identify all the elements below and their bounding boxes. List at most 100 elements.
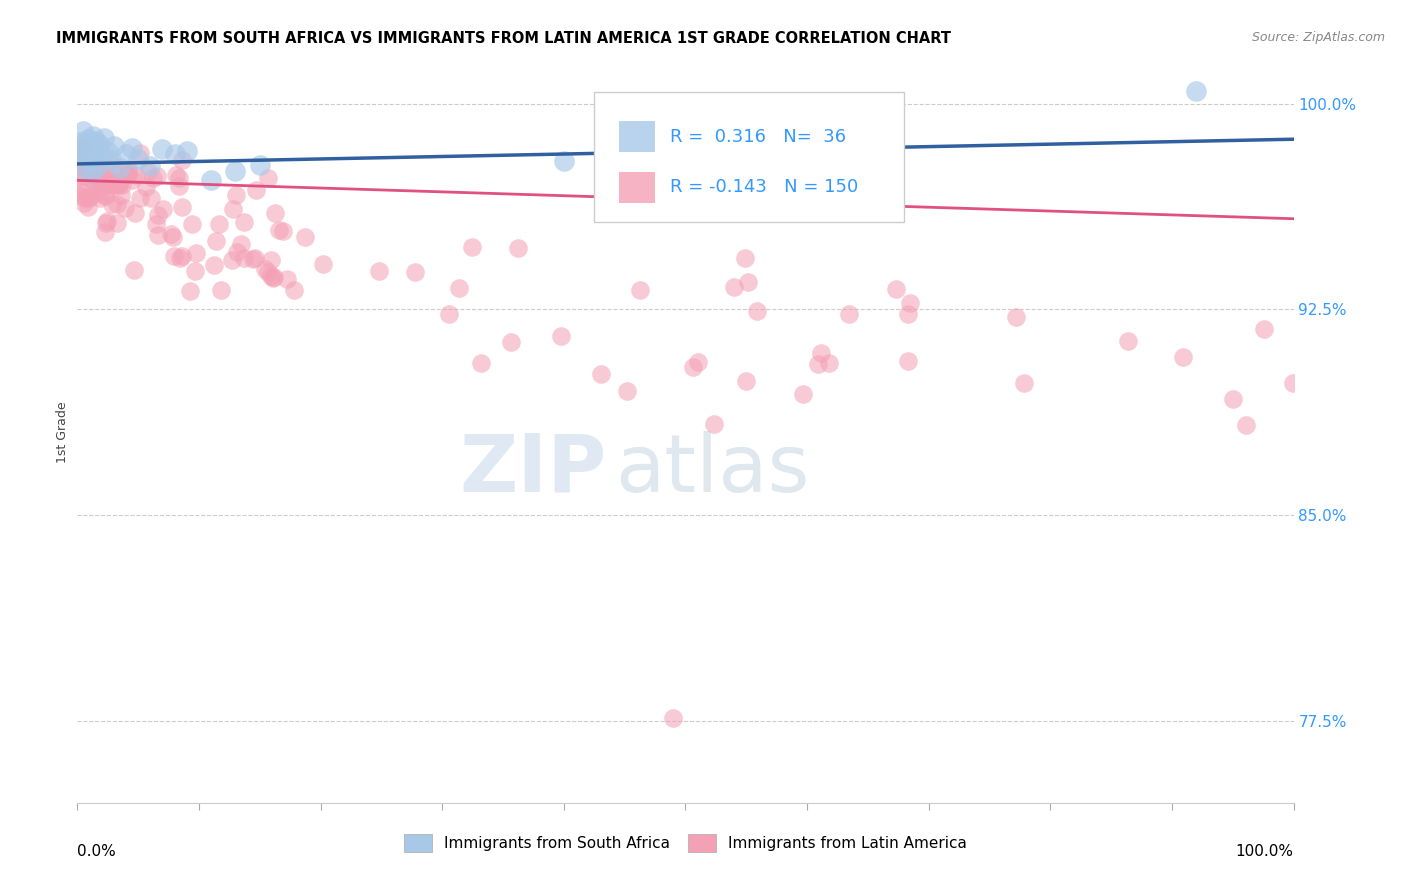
Point [80, 164, 103, 178]
Point [77, 132, 100, 146]
Point [437, 307, 460, 321]
Point [257, 170, 280, 185]
Point [93, 131, 115, 145]
Point [259, 268, 281, 283]
Point [86, 142, 108, 156]
Point [734, 251, 756, 265]
Point [169, 251, 191, 265]
Point [165, 168, 187, 182]
Point [745, 303, 768, 318]
Point [67, 169, 90, 184]
Point [97, 176, 120, 190]
Point [117, 162, 139, 177]
Point [163, 147, 186, 161]
Point [69, 143, 91, 157]
Point [837, 307, 859, 321]
Point [128, 191, 150, 205]
Point [105, 216, 128, 230]
Point [225, 188, 247, 202]
Point [98, 177, 121, 191]
Point [108, 178, 131, 193]
Point [94, 216, 117, 230]
Point [1282, 376, 1305, 390]
Point [172, 200, 194, 214]
Point [125, 169, 148, 183]
Point [103, 139, 125, 153]
Point [792, 387, 814, 401]
Point [817, 355, 839, 369]
Point [69, 189, 91, 203]
Point [138, 165, 160, 179]
Point [662, 711, 685, 725]
Point [101, 178, 124, 192]
Point [461, 240, 484, 254]
Point [100, 197, 122, 211]
Point [1253, 322, 1275, 336]
Point [103, 162, 125, 177]
Point [1005, 310, 1028, 324]
Point [231, 237, 253, 252]
Point [176, 145, 198, 159]
Point [688, 355, 710, 369]
Point [253, 262, 276, 277]
Point [94, 188, 117, 202]
Point [75, 161, 97, 175]
Point [83, 151, 105, 165]
Point [72, 124, 94, 138]
Point [222, 202, 245, 216]
Point [703, 417, 725, 431]
Point [271, 224, 294, 238]
Legend: Immigrants from South Africa, Immigrants from Latin America: Immigrants from South Africa, Immigrants… [398, 829, 973, 858]
Point [98, 154, 121, 169]
Point [163, 249, 186, 263]
Point [84, 134, 107, 148]
Point [170, 153, 193, 167]
Point [108, 161, 131, 175]
Point [283, 283, 305, 297]
Text: Source: ZipAtlas.com: Source: ZipAtlas.com [1251, 31, 1385, 45]
Point [470, 356, 492, 370]
Point [117, 167, 139, 181]
Point [142, 171, 165, 186]
Point [225, 244, 247, 259]
Point [172, 248, 194, 262]
Point [93, 225, 115, 239]
Point [897, 307, 920, 321]
Point [72, 186, 94, 201]
Point [1222, 392, 1244, 406]
Point [204, 234, 226, 248]
Point [186, 246, 208, 260]
Point [89, 191, 111, 205]
Point [245, 183, 267, 197]
Point [1173, 350, 1195, 364]
Point [209, 283, 232, 297]
Point [97, 145, 120, 159]
Point [110, 187, 132, 202]
Bar [619, 171, 655, 202]
Point [75, 137, 97, 152]
Point [86, 161, 108, 176]
Point [146, 228, 169, 243]
Point [111, 178, 134, 192]
Point [896, 354, 918, 368]
Point [87, 159, 110, 173]
Point [267, 223, 290, 237]
Point [152, 143, 174, 157]
Text: IMMIGRANTS FROM SOUTH AFRICA VS IMMIGRANTS FROM LATIN AMERICA 1ST GRADE CORRELAT: IMMIGRANTS FROM SOUTH AFRICA VS IMMIGRAN… [56, 31, 952, 46]
Point [294, 229, 316, 244]
Point [682, 360, 704, 375]
Point [404, 265, 426, 279]
Point [508, 241, 530, 255]
Point [735, 374, 758, 388]
Point [135, 180, 157, 194]
Point [121, 141, 143, 155]
Point [87, 186, 110, 200]
Point [501, 334, 523, 349]
Point [160, 227, 183, 242]
Point [69, 144, 91, 158]
Point [80, 172, 103, 186]
Point [181, 218, 204, 232]
Point [810, 346, 832, 360]
Point [447, 281, 470, 295]
Point [224, 164, 246, 178]
